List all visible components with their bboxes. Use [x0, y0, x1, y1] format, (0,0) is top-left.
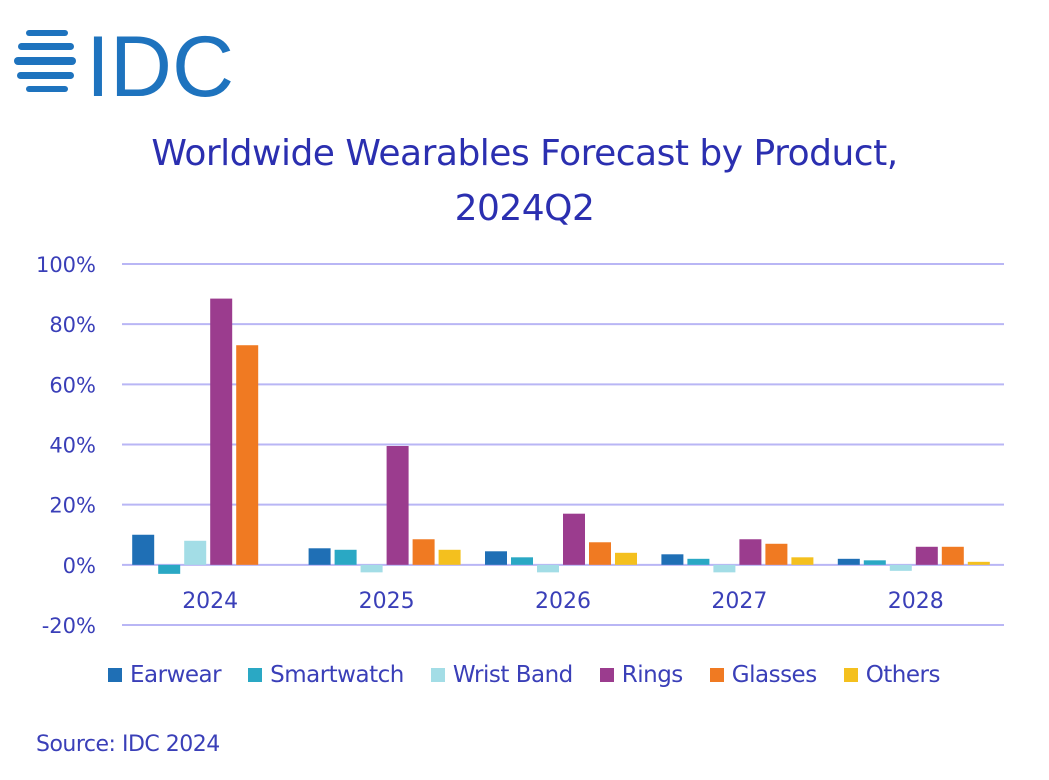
- bar-others-2027: [791, 557, 814, 565]
- bar-earwear-2024: [132, 534, 155, 565]
- bar-earwear-2025: [308, 548, 331, 565]
- logo-text: IDC: [86, 26, 234, 104]
- legend: Earwear Smartwatch Wrist Band Rings Glasses O…: [108, 662, 967, 688]
- bar-smartwatch-2026: [511, 557, 533, 565]
- bar-earwear-2027: [661, 554, 684, 565]
- bar-rings-2026: [563, 513, 585, 565]
- bar-wrist-band-2027: [713, 564, 736, 573]
- bar-others-2028: [967, 561, 990, 565]
- legend-label: Wrist Band: [452, 662, 573, 688]
- bar-glasses-2028: [941, 546, 964, 565]
- y-axis-ticks: 100% 80% 60% 40% 20% 0% -20%: [36, 253, 96, 638]
- legend-item: Others: [843, 662, 941, 688]
- x-tick-label: 2025: [359, 589, 415, 614]
- bar-earwear-2026: [485, 551, 507, 565]
- chart-title: Worldwide Wearables Forecast by Product,: [151, 133, 898, 174]
- idc-globe-icon: IDC: [14, 19, 234, 115]
- legend-swatch: [430, 668, 445, 682]
- legend-item: Rings: [599, 662, 684, 688]
- legend-item: Wrist Band: [430, 662, 573, 688]
- chart-subtitle: 2024Q2: [454, 188, 595, 229]
- legend-label: Others: [865, 662, 941, 688]
- idc-logo: IDC: [14, 19, 244, 115]
- legend-item: Earwear: [108, 662, 222, 688]
- bar-smartwatch-2025: [334, 549, 357, 565]
- gridlines: [122, 263, 1004, 626]
- bar-glasses-2027: [765, 543, 788, 565]
- bar-earwear-2028: [837, 558, 860, 565]
- legend-label: Glasses: [731, 662, 817, 688]
- bar-rings-2024: [210, 298, 233, 565]
- y-tick-label: 0%: [63, 554, 96, 578]
- bar-wrist-band-2026: [537, 564, 559, 573]
- bar-others-2025: [438, 549, 461, 565]
- legend-swatch: [108, 668, 122, 682]
- bars: [132, 298, 990, 574]
- x-tick-label: 2028: [888, 589, 944, 614]
- bar-others-2026: [615, 552, 637, 565]
- bar-wrist-band-2025: [360, 564, 383, 573]
- legend-swatch: [843, 668, 858, 682]
- legend-item: Glasses: [709, 662, 817, 688]
- bar-wrist-band-2024: [184, 540, 207, 565]
- bar-smartwatch-2027: [687, 558, 710, 565]
- bar-rings-2025: [386, 446, 409, 565]
- legend-label: Smartwatch: [270, 662, 404, 688]
- bar-glasses-2026: [589, 542, 611, 565]
- legend-label: Earwear: [130, 662, 222, 688]
- y-tick-label: 80%: [49, 313, 96, 337]
- source-note: Source: IDC 2024: [36, 732, 220, 757]
- y-tick-label: 100%: [36, 253, 96, 277]
- y-tick-label: 60%: [49, 373, 96, 397]
- bar-rings-2028: [915, 546, 938, 565]
- y-tick-label: 40%: [49, 434, 96, 458]
- legend-swatch: [599, 668, 614, 682]
- bar-smartwatch-2028: [863, 560, 886, 565]
- bar-glasses-2025: [412, 539, 435, 565]
- x-axis-ticks: 2024 2025 2026 2027 2028: [182, 589, 944, 614]
- y-tick-label: 20%: [49, 494, 96, 518]
- bar-smartwatch-2024: [158, 564, 181, 574]
- legend-item: Smartwatch: [248, 662, 404, 688]
- bar-chart: 100%80%60%40%20%0%-20% 2024 2025 2026 2027 2…: [36, 253, 1004, 638]
- legend-label: Rings: [621, 662, 684, 688]
- legend-swatch: [709, 668, 724, 682]
- bar-wrist-band-2028: [889, 564, 912, 571]
- y-tick-label: -20%: [42, 614, 96, 638]
- x-tick-label: 2027: [711, 589, 767, 614]
- x-tick-label: 2026: [535, 589, 591, 614]
- bar-rings-2027: [739, 539, 762, 565]
- x-tick-label: 2024: [182, 589, 238, 614]
- bar-glasses-2024: [236, 345, 259, 565]
- legend-swatch: [248, 668, 263, 682]
